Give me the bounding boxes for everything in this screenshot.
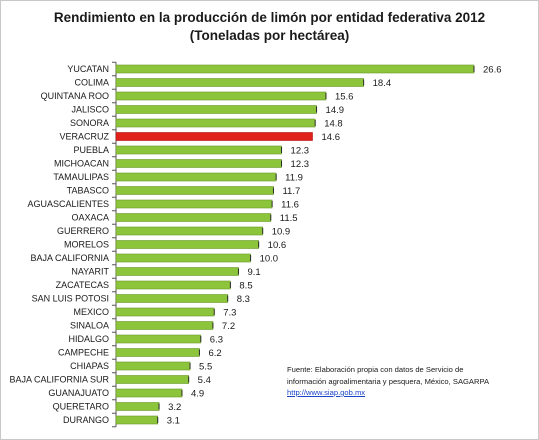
source-line-1: Fuente: Elaboración propia con datos de … xyxy=(287,365,464,374)
category-label: SAN LUIS POTOSI xyxy=(32,294,109,304)
category-label: MICHOACAN xyxy=(54,159,109,169)
value-label: 10.9 xyxy=(272,227,291,238)
value-label: 6.3 xyxy=(210,335,223,346)
bar xyxy=(115,253,251,263)
bar xyxy=(115,348,200,357)
category-label: JALISCO xyxy=(71,105,109,115)
bar xyxy=(115,334,202,344)
value-label: 9.1 xyxy=(247,267,260,278)
bar xyxy=(115,388,183,398)
category-label: YUCATAN xyxy=(67,64,109,74)
source-link[interactable]: http://www.siap.gob.mx xyxy=(287,388,366,397)
bar xyxy=(115,321,214,330)
value-label: 7.3 xyxy=(223,308,236,319)
category-label: PUEBLA xyxy=(73,145,109,155)
category-label: CAMPECHE xyxy=(58,348,109,358)
bar xyxy=(115,213,272,222)
bar xyxy=(115,186,274,195)
category-label: GUANAJUATO xyxy=(48,388,109,398)
category-label: HIDALGO xyxy=(68,334,109,344)
bar xyxy=(115,78,364,87)
bar xyxy=(115,375,189,384)
bar xyxy=(115,199,273,209)
category-label: TAMAULIPAS xyxy=(53,172,109,182)
value-label: 8.3 xyxy=(237,294,250,305)
value-label: 18.4 xyxy=(373,78,392,89)
category-label: SONORA xyxy=(70,118,109,128)
bar xyxy=(115,118,316,128)
bar xyxy=(115,172,277,182)
value-label: 14.6 xyxy=(321,132,340,143)
category-label: QUERETARO xyxy=(53,402,109,412)
bar xyxy=(115,280,231,290)
bar xyxy=(115,145,282,155)
category-label: DURANGO xyxy=(63,415,109,425)
value-label: 10.0 xyxy=(260,254,279,265)
category-label: OAXACA xyxy=(71,213,109,223)
value-label: 15.6 xyxy=(335,92,354,103)
category-label: NAYARIT xyxy=(71,267,109,277)
chart-title-line2: (Toneladas por hectárea) xyxy=(189,28,350,43)
value-label: 4.9 xyxy=(191,389,204,400)
category-label: VERACRUZ xyxy=(59,132,109,142)
value-label: 11.7 xyxy=(282,186,300,197)
value-label: 14.8 xyxy=(324,119,343,130)
category-label: GUERRERO xyxy=(57,226,109,236)
value-label: 6.2 xyxy=(208,348,221,359)
chart-title: Rendimiento en la producción de limón po… xyxy=(0,9,539,45)
value-label: 12.3 xyxy=(291,159,310,170)
category-label: TABASCO xyxy=(67,186,109,196)
category-label: COLIMA xyxy=(74,78,109,88)
bar xyxy=(115,105,317,114)
value-label: 11.6 xyxy=(281,200,299,211)
bar xyxy=(115,226,263,236)
value-label: 10.6 xyxy=(268,240,287,251)
bar xyxy=(115,307,215,317)
bar xyxy=(115,415,159,425)
bar xyxy=(115,402,160,411)
bar xyxy=(115,240,259,249)
value-label: 26.6 xyxy=(483,65,502,76)
category-label: QUINTANA ROO xyxy=(41,91,109,101)
category-label: SINALOA xyxy=(70,321,109,331)
value-label: 11.9 xyxy=(285,173,303,184)
bar-highlighted xyxy=(115,132,313,141)
value-label: 7.2 xyxy=(222,321,235,332)
value-label: 14.9 xyxy=(326,105,345,116)
category-label: AGUASCALIENTES xyxy=(27,199,109,209)
bar xyxy=(115,361,191,371)
category-label: BAJA CALIFORNIA SUR xyxy=(9,375,109,385)
value-label: 5.4 xyxy=(198,375,211,386)
value-label: 11.5 xyxy=(280,213,298,224)
category-label: CHIAPAS xyxy=(70,361,109,371)
source-line-2: información agroalimentaria y pesquera, … xyxy=(287,376,490,386)
value-label: 5.5 xyxy=(199,362,212,373)
value-label: 8.5 xyxy=(239,281,252,292)
bar xyxy=(115,294,229,303)
chart-title-line1: Rendimiento en la producción de limón po… xyxy=(53,10,486,25)
value-label: 3.2 xyxy=(168,402,181,413)
bar xyxy=(115,267,239,276)
bar xyxy=(115,159,282,168)
value-label: 12.3 xyxy=(291,146,310,157)
bar xyxy=(115,91,327,101)
bar xyxy=(115,64,475,74)
category-label: MEXICO xyxy=(73,307,109,317)
value-label: 3.1 xyxy=(167,416,180,427)
source-note: Fuente: Elaboración propia con datos de … xyxy=(287,364,532,399)
category-label: ZACATECAS xyxy=(56,280,109,290)
category-label: BAJA CALIFORNIA xyxy=(30,253,109,263)
category-label: MORELOS xyxy=(64,240,109,250)
